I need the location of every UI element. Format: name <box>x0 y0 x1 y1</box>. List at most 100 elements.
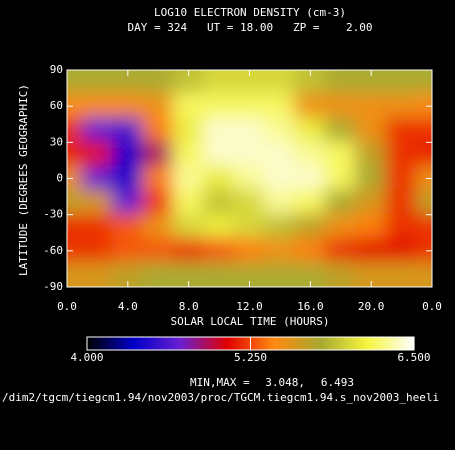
heat-cell <box>202 237 236 264</box>
colorbar-swatch <box>207 337 211 350</box>
heat-cell <box>354 213 388 240</box>
heat-cell <box>67 165 84 192</box>
colorbar-swatch <box>221 337 225 350</box>
colorbar-swatch <box>260 337 264 350</box>
colorbar-swatch <box>174 337 178 350</box>
heat-cell <box>202 93 236 120</box>
colorbar-swatch <box>405 337 409 350</box>
heat-cell <box>202 117 236 144</box>
y-tick-label: 0 <box>56 172 63 185</box>
colorbar-swatch <box>258 337 262 350</box>
colorbar-swatch <box>305 337 309 350</box>
heat-cell <box>172 141 205 168</box>
colorbar-swatch <box>117 337 121 350</box>
colorbar-swatch <box>97 337 100 350</box>
heat-cell <box>67 141 84 168</box>
x-tick-label: 20.0 <box>358 300 385 313</box>
colorbar-swatch <box>334 337 337 350</box>
heat-cell <box>67 213 84 240</box>
heat-cell <box>324 189 357 216</box>
heat-cell <box>67 70 84 96</box>
cells <box>67 70 432 287</box>
colorbar-swatch <box>322 337 325 350</box>
colorbar-swatch <box>385 337 389 350</box>
heat-cell <box>294 141 327 168</box>
heat-cell <box>354 93 388 120</box>
field <box>67 70 432 287</box>
heat-cell <box>385 165 418 192</box>
colorbar-swatch <box>391 337 395 350</box>
colorbar-swatch <box>338 337 342 350</box>
colorbar-swatch <box>291 337 295 350</box>
colorbar-swatch <box>244 337 248 350</box>
heat-cell <box>324 93 357 120</box>
colorbar-swatch <box>407 337 411 350</box>
colorbar-swatch <box>362 337 366 350</box>
colorbar-swatch <box>91 337 94 350</box>
colorbar-swatch <box>199 337 203 350</box>
colorbar-swatch <box>252 337 256 350</box>
colorbar-swatch <box>203 337 207 350</box>
colorbar-swatch <box>234 337 237 350</box>
colorbar-swatch <box>168 337 172 350</box>
colorbar-swatch <box>142 337 145 350</box>
x-tick-label: 16.0 <box>297 300 324 313</box>
heat-cell <box>263 261 297 287</box>
colorbar-swatch <box>393 337 397 350</box>
heat-cell <box>142 237 175 264</box>
y-axis-label: LATITUDE (DEGREES GEOGRAPHIC) <box>17 84 30 276</box>
colorbar-swatch <box>125 337 129 350</box>
heat-cell <box>385 237 418 264</box>
colorbar-swatch <box>383 337 386 350</box>
y-tick-label: -30 <box>43 208 63 221</box>
min-value: 3.048, <box>265 376 305 389</box>
colorbar-swatch <box>283 337 286 350</box>
colorbar-swatch <box>324 337 327 350</box>
colorbar-swatch <box>350 337 354 350</box>
colorbar-swatch <box>170 337 174 350</box>
heat-cell <box>142 70 175 96</box>
heat-cell <box>81 165 114 192</box>
colorbar-swatch <box>238 337 241 350</box>
colorbar-swatch <box>289 337 292 350</box>
colorbar-swatch <box>164 337 168 350</box>
y-tick-label: 30 <box>50 135 63 148</box>
colorbar-swatch <box>103 337 106 350</box>
colorbar-swatch <box>297 337 301 350</box>
colorbar-swatch <box>166 337 170 350</box>
heat-cell <box>81 213 114 240</box>
heat-cell <box>142 189 175 216</box>
heat-cell <box>81 141 114 168</box>
colorbar-swatch <box>264 337 268 350</box>
colorbar-swatch <box>113 337 117 350</box>
colorbar-swatch <box>328 337 331 350</box>
heat-cell <box>415 165 432 192</box>
heat-cell <box>294 165 327 192</box>
heat-cell <box>172 213 205 240</box>
colorbar-swatch <box>101 337 104 350</box>
colorbar-swatch <box>293 337 297 350</box>
heat-cell <box>233 237 266 264</box>
heat-cell <box>415 93 432 120</box>
heat-cell <box>415 189 432 216</box>
colorbar-swatch <box>319 337 323 350</box>
colorbar-swatch <box>156 337 160 350</box>
heat-cell <box>263 117 297 144</box>
colorbar-swatch <box>176 337 180 350</box>
heat-cell <box>324 165 357 192</box>
colorbar-swatch <box>95 337 98 350</box>
colorbar-swatch <box>146 337 149 350</box>
heat-cell <box>354 237 388 264</box>
heat-cell <box>81 70 114 96</box>
colorbar-swatch <box>140 337 143 350</box>
colorbar-swatch <box>364 337 368 350</box>
colorbar-swatch <box>205 337 209 350</box>
colorbar-swatch <box>397 337 401 350</box>
colorbar-swatch <box>256 337 260 350</box>
colorbar-swatch <box>131 337 135 350</box>
heat-cell <box>111 213 145 240</box>
colorbar-swatch <box>242 337 245 350</box>
heat-cell <box>202 189 236 216</box>
colorbar-swatch <box>332 337 335 350</box>
heat-cell <box>202 70 236 96</box>
